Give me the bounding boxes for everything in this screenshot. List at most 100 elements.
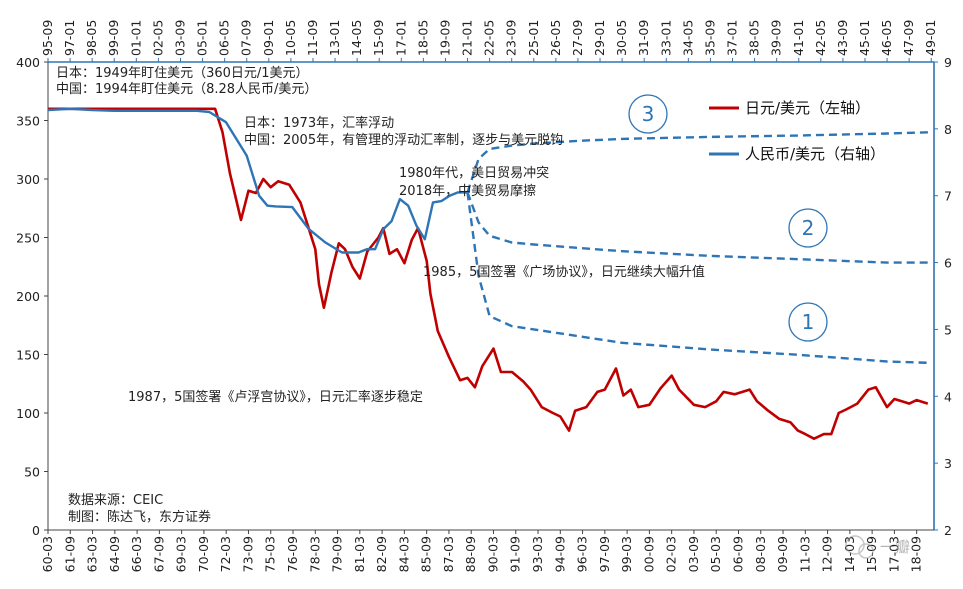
bottom-tick-label: 67-09 xyxy=(151,536,166,572)
bottom-tick-label: 97-09 xyxy=(597,536,612,572)
bottom-tick-label: 72-03 xyxy=(218,536,233,572)
top-tick-label: 02-05 xyxy=(150,20,165,56)
bottom-tick-label: 78-03 xyxy=(307,536,322,572)
top-tick-label: 21-01 xyxy=(460,20,475,56)
annotation-2018: 2018年，中美贸易摩擦 xyxy=(399,183,536,199)
right-tick-label: 3 xyxy=(944,456,952,471)
top-tick-label: 06-05 xyxy=(217,20,232,56)
bottom-tick-label: 79-09 xyxy=(330,536,345,572)
scenario-3-label: 3 xyxy=(642,102,655,126)
bottom-tick-label: 60-03 xyxy=(40,536,55,572)
bottom-tick-label: 91-09 xyxy=(508,536,523,572)
top-tick-label: 31-09 xyxy=(636,20,651,56)
left-tick-label: 350 xyxy=(16,114,40,129)
right-tick-label: 9 xyxy=(944,55,952,70)
series-line-jpy-usd xyxy=(48,107,929,441)
legend-label-jpy: 日元/美元（左轴） xyxy=(745,99,870,117)
top-tick-label: 11-09 xyxy=(305,20,320,56)
watermark-text: 一瓣 xyxy=(880,538,910,556)
bottom-tick-label: 06-09 xyxy=(730,536,745,572)
top-tick-label: 35-09 xyxy=(702,20,717,56)
top-tick-label: 14-05 xyxy=(349,20,364,56)
right-tick-label: 8 xyxy=(944,122,952,137)
legend: 日元/美元（左轴） 人民币/美元（右轴） xyxy=(709,99,885,163)
projection-lines xyxy=(466,131,932,365)
bottom-tick-label: 75-03 xyxy=(263,536,278,572)
top-tick-label: 39-09 xyxy=(769,20,784,56)
top-tick-label: 10-05 xyxy=(283,20,298,56)
bottom-tick-label: 73-09 xyxy=(240,536,255,572)
bottom-tick-label: 05-03 xyxy=(708,536,723,572)
scenario-marker-3: 3 xyxy=(628,94,668,134)
bottom-tick-label: 85-09 xyxy=(419,536,434,572)
top-tick-label: 22-05 xyxy=(482,20,497,56)
top-tick-label: 27-09 xyxy=(570,20,585,56)
top-tick-label: 07-09 xyxy=(239,20,254,56)
right-tick-label: 2 xyxy=(944,523,952,538)
bottom-tick-label: 08-03 xyxy=(753,536,768,572)
left-axis-ticks: 0 50 100 150 200 250 300 350 400 xyxy=(16,55,48,538)
bottom-tick-label: 84-03 xyxy=(396,536,411,572)
top-tick-label: 38-05 xyxy=(747,20,762,56)
bottom-tick-label: 64-09 xyxy=(107,536,122,572)
bottom-tick-label: 69-03 xyxy=(174,536,189,572)
top-tick-label: 05-01 xyxy=(195,20,210,56)
projection-line-3 xyxy=(466,131,932,193)
top-tick-label: 45-01 xyxy=(857,20,872,56)
left-tick-label: 300 xyxy=(16,172,40,187)
annotation-china-2005: 中国：2005年，有管理的浮动汇率制，逐步与美元脱钩 xyxy=(244,132,563,148)
right-tick-label: 6 xyxy=(944,256,952,271)
top-tick-label: 34-05 xyxy=(680,20,695,56)
top-tick-label: 25-01 xyxy=(526,20,541,56)
bottom-tick-label: 00-09 xyxy=(641,536,656,572)
legend-label-cny: 人民币/美元（右轴） xyxy=(745,145,885,163)
top-tick-label: 26-05 xyxy=(548,20,563,56)
annotation-china-1994: 中国：1994年盯住美元（8.28人民币/美元） xyxy=(56,82,317,97)
top-tick-label: 43-09 xyxy=(835,20,850,56)
bottom-tick-label: 02-03 xyxy=(664,536,679,572)
bottom-tick-label: 18-09 xyxy=(909,536,924,572)
bottom-tick-label: 70-09 xyxy=(196,536,211,572)
bottom-tick-label: 61-09 xyxy=(62,536,77,572)
top-tick-label: 19-09 xyxy=(437,20,452,56)
right-tick-label: 7 xyxy=(944,189,952,204)
watermark: 一瓣 xyxy=(845,535,910,559)
top-tick-label: 30-05 xyxy=(614,20,629,56)
top-tick-label: 18-05 xyxy=(415,20,430,56)
right-tick-label: 4 xyxy=(944,389,952,404)
annotation-louvre-accord: 1987，5国签署《卢浮宫协议》，日元汇率逐步稳定 xyxy=(128,389,423,405)
top-tick-label: 29-01 xyxy=(592,20,607,56)
bottom-axis-ticks: 60-03 61-09 63-03 64-09 66-03 67-09 69-03 70-09… xyxy=(40,530,924,572)
projection-line-2 xyxy=(466,191,932,264)
left-tick-label: 200 xyxy=(16,289,40,304)
top-tick-label: 97-01 xyxy=(62,20,77,56)
right-axis-ticks: 2 3 4 5 6 7 8 9 xyxy=(934,55,952,538)
bottom-tick-label: 90-03 xyxy=(485,536,500,572)
series-lines xyxy=(47,107,929,441)
top-tick-label: 17-01 xyxy=(393,20,408,56)
bottom-tick-label: 03-09 xyxy=(686,536,701,572)
bottom-tick-label: 17-03 xyxy=(886,536,901,572)
left-tick-label: 100 xyxy=(16,406,40,421)
top-tick-label: 23-09 xyxy=(504,20,519,56)
left-tick-label: 0 xyxy=(32,523,40,538)
top-tick-label: 98-05 xyxy=(84,20,99,56)
top-tick-label: 41-01 xyxy=(791,20,806,56)
scenario-marker-1: 1 xyxy=(788,302,828,342)
top-tick-label: 99-09 xyxy=(106,20,121,56)
bottom-tick-label: 66-03 xyxy=(129,536,144,572)
bottom-tick-label: 94-09 xyxy=(552,536,567,572)
annotation-1980s: 1980年代，美日贸易冲突 xyxy=(399,165,549,181)
bottom-tick-label: 96-03 xyxy=(575,536,590,572)
right-tick-label: 5 xyxy=(944,322,952,337)
bottom-tick-label: 87-03 xyxy=(441,536,456,572)
top-tick-label: 09-01 xyxy=(261,20,276,56)
annotation-japan-1973: 日本：1973年，汇率浮动 xyxy=(244,115,394,131)
top-tick-label: 37-01 xyxy=(725,20,740,56)
top-tick-label: 01-01 xyxy=(128,20,143,56)
chart-author-note: 制图：陈达飞，东方证券 xyxy=(68,509,211,525)
axes xyxy=(47,61,935,531)
projection-line-1 xyxy=(466,192,932,365)
left-tick-label: 50 xyxy=(24,465,40,480)
